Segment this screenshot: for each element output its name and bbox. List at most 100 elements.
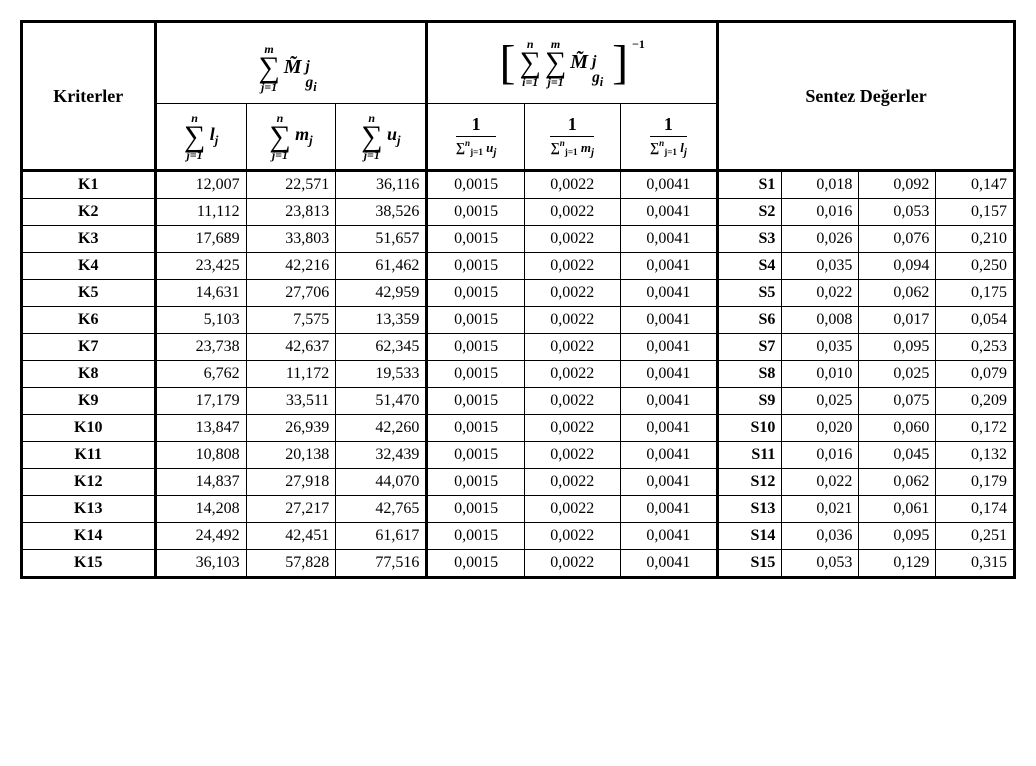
inv-u-cell: 0,0015 xyxy=(427,496,524,523)
synth-u-cell: 0,147 xyxy=(936,171,1015,199)
inv-l-cell: 0,0041 xyxy=(620,334,717,361)
sum-l-cell: 23,738 xyxy=(155,334,246,361)
synth-l-cell: 0,021 xyxy=(782,496,859,523)
criterion-label: K12 xyxy=(22,469,156,496)
synth-u-cell: 0,209 xyxy=(936,388,1015,415)
synth-label: S15 xyxy=(718,550,782,578)
criterion-label: K9 xyxy=(22,388,156,415)
synth-m-cell: 0,017 xyxy=(859,307,936,334)
criterion-label: K8 xyxy=(22,361,156,388)
inv-m-cell: 0,0022 xyxy=(524,550,620,578)
synth-label: S2 xyxy=(718,199,782,226)
synth-l-cell: 0,026 xyxy=(782,226,859,253)
synth-m-cell: 0,094 xyxy=(859,253,936,280)
criterion-label: K3 xyxy=(22,226,156,253)
synth-u-cell: 0,175 xyxy=(936,280,1015,307)
table-row: K917,17933,51151,4700,00150,00220,0041S9… xyxy=(22,388,1015,415)
inv-m-cell: 0,0022 xyxy=(524,361,620,388)
synth-label: S13 xyxy=(718,496,782,523)
inv-l-header: 1 ∑nj=1 lj xyxy=(620,103,717,171)
sum-u-cell: 32,439 xyxy=(336,442,427,469)
sum-u-cell: 19,533 xyxy=(336,361,427,388)
sum-l-cell: 10,808 xyxy=(155,442,246,469)
synth-m-cell: 0,062 xyxy=(859,469,936,496)
sum-l-cell: 12,007 xyxy=(155,171,246,199)
sum-u-cell: 51,470 xyxy=(336,388,427,415)
criterion-label: K10 xyxy=(22,415,156,442)
inv-m-cell: 0,0022 xyxy=(524,496,620,523)
synth-l-cell: 0,010 xyxy=(782,361,859,388)
inv-u-cell: 0,0015 xyxy=(427,334,524,361)
inv-u-cell: 0,0015 xyxy=(427,388,524,415)
sum-m-cell: 42,637 xyxy=(246,334,336,361)
synth-u-cell: 0,157 xyxy=(936,199,1015,226)
inv-u-cell: 0,0015 xyxy=(427,469,524,496)
synth-l-cell: 0,053 xyxy=(782,550,859,578)
synth-m-cell: 0,062 xyxy=(859,280,936,307)
inv-m-cell: 0,0022 xyxy=(524,199,620,226)
criterion-label: K2 xyxy=(22,199,156,226)
synth-m-cell: 0,061 xyxy=(859,496,936,523)
synth-m-cell: 0,076 xyxy=(859,226,936,253)
synth-u-cell: 0,174 xyxy=(936,496,1015,523)
synth-label: S1 xyxy=(718,171,782,199)
inv-u-cell: 0,0015 xyxy=(427,415,524,442)
sum-u-cell: 42,260 xyxy=(336,415,427,442)
inv-u-cell: 0,0015 xyxy=(427,361,524,388)
synth-l-cell: 0,018 xyxy=(782,171,859,199)
table-row: K723,73842,63762,3450,00150,00220,0041S7… xyxy=(22,334,1015,361)
inv-m-cell: 0,0022 xyxy=(524,523,620,550)
inv-l-cell: 0,0041 xyxy=(620,469,717,496)
sum-u-cell: 51,657 xyxy=(336,226,427,253)
sum-l-cell: 14,208 xyxy=(155,496,246,523)
sum-l-cell: 11,112 xyxy=(155,199,246,226)
inv-m-cell: 0,0022 xyxy=(524,415,620,442)
synth-label: S12 xyxy=(718,469,782,496)
criterion-label: K4 xyxy=(22,253,156,280)
criterion-label: K13 xyxy=(22,496,156,523)
inv-m-cell: 0,0022 xyxy=(524,307,620,334)
synth-u-cell: 0,251 xyxy=(936,523,1015,550)
sum-m-cell: 27,217 xyxy=(246,496,336,523)
sum-m-header: n ∑ j=1 mj xyxy=(246,103,336,171)
synth-l-cell: 0,035 xyxy=(782,334,859,361)
inv-l-cell: 0,0041 xyxy=(620,171,717,199)
sum-u-header: n ∑ j=1 uj xyxy=(336,103,427,171)
synth-l-cell: 0,016 xyxy=(782,199,859,226)
sum-u-cell: 77,516 xyxy=(336,550,427,578)
inv-u-cell: 0,0015 xyxy=(427,253,524,280)
synth-label: S9 xyxy=(718,388,782,415)
inv-m-header: 1 ∑nj=1 mj xyxy=(524,103,620,171)
inv-l-cell: 0,0041 xyxy=(620,307,717,334)
criteria-table: Kriterler m ∑ j=1 M̃jgi [ n xyxy=(20,20,1016,579)
table-body: K112,00722,57136,1160,00150,00220,0041S1… xyxy=(22,171,1015,578)
sum-l-cell: 36,103 xyxy=(155,550,246,578)
synth-l-cell: 0,022 xyxy=(782,469,859,496)
sum-m-cell: 20,138 xyxy=(246,442,336,469)
synth-m-cell: 0,025 xyxy=(859,361,936,388)
inv-u-cell: 0,0015 xyxy=(427,226,524,253)
sum-m-cell: 27,706 xyxy=(246,280,336,307)
sum-l-cell: 17,179 xyxy=(155,388,246,415)
synth-l-cell: 0,035 xyxy=(782,253,859,280)
synth-label: S14 xyxy=(718,523,782,550)
inv-l-cell: 0,0041 xyxy=(620,388,717,415)
synth-m-cell: 0,075 xyxy=(859,388,936,415)
criterion-label: K6 xyxy=(22,307,156,334)
inv-l-cell: 0,0041 xyxy=(620,415,717,442)
inv-l-cell: 0,0041 xyxy=(620,199,717,226)
sum-u-cell: 13,359 xyxy=(336,307,427,334)
inv-m-cell: 0,0022 xyxy=(524,334,620,361)
synth-label: S10 xyxy=(718,415,782,442)
table-row: K1214,83727,91844,0700,00150,00220,0041S… xyxy=(22,469,1015,496)
table-row: K112,00722,57136,1160,00150,00220,0041S1… xyxy=(22,171,1015,199)
criterion-label: K1 xyxy=(22,171,156,199)
criteria-header: Kriterler xyxy=(22,22,156,171)
synth-l-cell: 0,022 xyxy=(782,280,859,307)
synth-u-cell: 0,210 xyxy=(936,226,1015,253)
sum-m-cell: 33,511 xyxy=(246,388,336,415)
inv-u-cell: 0,0015 xyxy=(427,280,524,307)
inv-l-cell: 0,0041 xyxy=(620,361,717,388)
sum-l-cell: 14,631 xyxy=(155,280,246,307)
inv-l-cell: 0,0041 xyxy=(620,523,717,550)
